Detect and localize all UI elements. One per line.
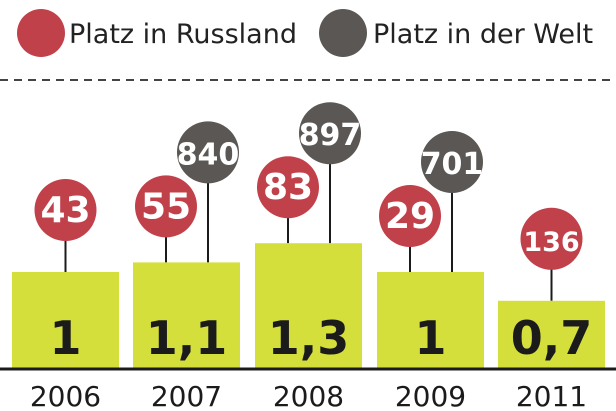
world-rank-circle [177,121,239,184]
bar [377,272,484,368]
bar-value-label: 1,1 [146,311,228,365]
bar-group: 1,3 897 83 [255,102,362,368]
russia-rank-circle [257,156,319,219]
legend-label-world: Platz in der Welt [373,19,593,50]
bar-value-label: 1,3 [268,311,350,365]
bar-value-label: 1 [414,311,446,365]
world-rank-circle [421,131,483,193]
bar-group: 1 43 [12,179,119,368]
world-rank-label: 840 [177,137,240,172]
x-axis-ticks: 2006 2007 2008 2009 2011 [30,380,587,411]
x-tick-label: 2008 [273,380,344,411]
legend-label-russia: Platz in Russland [69,19,297,50]
x-tick-label: 2006 [30,380,101,411]
bar [255,243,362,368]
russia-rank-label: 43 [40,190,90,231]
legend-item-world: Platz in der Welt [319,9,593,57]
legend-swatch-russia [17,9,65,57]
russia-rank-circle [34,179,97,241]
bar [133,262,240,368]
russia-rank-circle [520,207,583,270]
russia-rank-label: 83 [263,167,313,208]
bar-group: 1,1 840 55 [133,121,240,368]
world-rank-label: 701 [421,147,484,182]
x-tick-label: 2011 [516,380,587,411]
x-tick-label: 2007 [151,380,222,411]
legend: Platz in Russland Platz in der Welt [17,9,593,57]
bar-value-label: 0,7 [511,311,593,365]
russia-rank-circle [379,185,441,247]
x-tick-label: 2009 [395,380,466,411]
world-rank-circle [299,102,361,165]
legend-item-russia: Platz in Russland [17,9,297,57]
bar-group: 1 701 29 [377,131,484,368]
plot-area: 1 43 1,1 840 55 1,3 897 83 1 701 29 0,7 136 [12,102,605,368]
russia-rank-label: 136 [523,227,579,258]
world-rank-label: 897 [299,118,362,153]
russia-rank-label: 55 [141,186,191,227]
legend-swatch-world [319,9,367,57]
russia-rank-circle [135,175,197,238]
bar [12,272,119,368]
bar-group: 0,7 136 [498,207,605,368]
bar [498,300,605,368]
bar-value-label: 1 [49,311,81,365]
russia-rank-label: 29 [385,196,435,237]
